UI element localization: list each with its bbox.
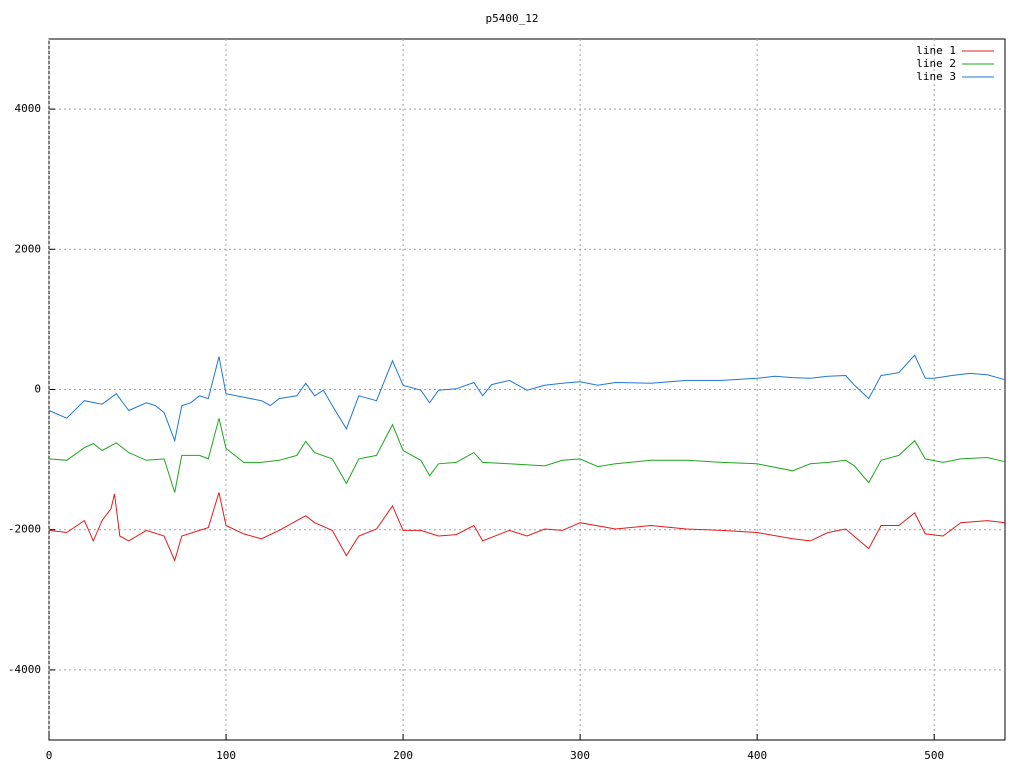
x-tick-label: 500	[924, 749, 944, 762]
x-tick-label: 200	[393, 749, 413, 762]
x-tick-label: 0	[46, 749, 53, 762]
series-line	[48, 492, 1006, 562]
series-line	[48, 418, 1006, 493]
x-tick-label: 400	[747, 749, 767, 762]
y-tick-label: -4000	[8, 663, 41, 676]
x-tick-label: 300	[570, 749, 590, 762]
chart-title: p5400_12	[486, 12, 539, 25]
y-tick-label: 4000	[15, 102, 42, 115]
legend-label: line 1	[916, 44, 956, 57]
x-tick-label: 100	[216, 749, 236, 762]
y-tick-label: 2000	[15, 242, 42, 255]
legend-label: line 3	[916, 70, 956, 83]
series-line	[48, 354, 1006, 443]
y-tick-label: 0	[34, 383, 41, 396]
legend-label: line 2	[916, 57, 956, 70]
plot-frame	[48, 38, 1006, 741]
y-tick-label: -2000	[8, 523, 41, 536]
